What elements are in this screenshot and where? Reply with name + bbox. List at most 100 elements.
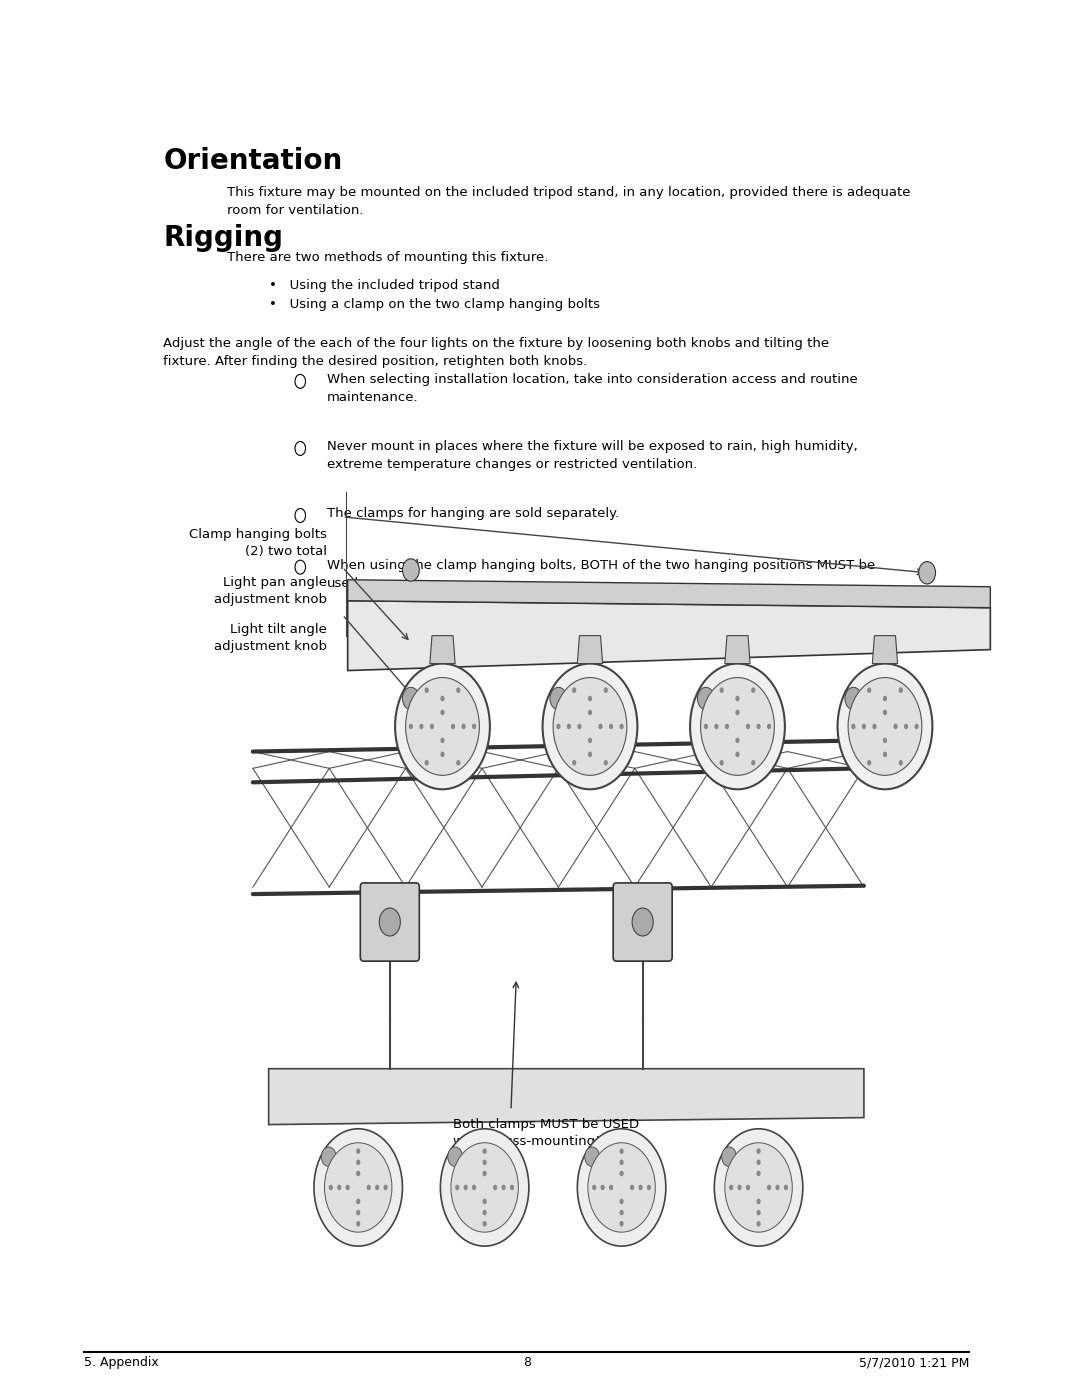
Circle shape [620,1221,623,1227]
Circle shape [746,1185,751,1190]
Text: When using the clamp hanging bolts, BOTH of the two hanging positions MUST be
us: When using the clamp hanging bolts, BOTH… [326,559,875,590]
Circle shape [379,908,401,936]
Circle shape [588,752,592,757]
Circle shape [578,1129,666,1246]
Circle shape [494,1185,497,1190]
Circle shape [542,664,637,789]
Circle shape [620,1148,623,1154]
Circle shape [882,696,887,701]
FancyBboxPatch shape [361,883,419,961]
Circle shape [851,724,855,729]
Circle shape [904,724,908,729]
Circle shape [456,687,460,693]
Circle shape [441,738,445,743]
Circle shape [550,687,567,710]
Circle shape [756,1148,760,1154]
Circle shape [383,1185,388,1190]
Circle shape [752,687,755,693]
Circle shape [441,710,445,715]
Circle shape [419,724,423,729]
Circle shape [899,760,903,766]
Circle shape [346,1185,350,1190]
Circle shape [456,760,460,766]
Text: Rigging: Rigging [163,224,283,251]
Circle shape [746,724,751,729]
Circle shape [735,752,740,757]
Circle shape [483,1199,487,1204]
Circle shape [604,760,608,766]
Circle shape [455,1185,459,1190]
Circle shape [729,1185,733,1190]
Circle shape [714,1129,802,1246]
Circle shape [441,696,445,701]
Circle shape [620,1160,623,1165]
Circle shape [721,1147,737,1166]
Circle shape [848,678,922,775]
Circle shape [406,678,480,775]
Circle shape [403,559,419,581]
Circle shape [430,724,434,729]
Text: 5/7/2010 1:21 PM: 5/7/2010 1:21 PM [859,1356,969,1369]
Polygon shape [725,636,751,664]
Circle shape [756,1221,760,1227]
Circle shape [698,687,714,710]
Text: This fixture may be mounted on the included tripod stand, in any location, provi: This fixture may be mounted on the inclu… [227,186,910,217]
Circle shape [604,687,608,693]
Circle shape [483,1148,487,1154]
Text: 5. Appendix: 5. Appendix [84,1356,159,1369]
Circle shape [366,1185,370,1190]
Circle shape [775,1185,780,1190]
Circle shape [919,562,935,584]
Circle shape [719,687,724,693]
Circle shape [882,710,887,715]
Circle shape [451,1143,518,1232]
Circle shape [356,1160,361,1165]
Circle shape [463,1185,468,1190]
Circle shape [838,664,932,789]
Circle shape [630,1185,634,1190]
Text: Light tilt angle
adjustment knob: Light tilt angle adjustment knob [214,623,326,652]
Text: Both clamps MUST be USED
when truss-mounting!: Both clamps MUST be USED when truss-moun… [453,1118,639,1147]
Circle shape [483,1160,487,1165]
Circle shape [719,760,724,766]
Circle shape [915,724,919,729]
Circle shape [451,724,455,729]
Circle shape [620,1171,623,1176]
Circle shape [356,1199,361,1204]
Circle shape [735,696,740,701]
Circle shape [756,1171,760,1176]
Circle shape [441,1129,529,1246]
Circle shape [690,664,785,789]
Text: 8: 8 [523,1356,530,1369]
Circle shape [408,724,413,729]
Circle shape [328,1185,333,1190]
Circle shape [483,1171,487,1176]
Circle shape [756,1160,760,1165]
Circle shape [784,1185,788,1190]
Circle shape [735,710,740,715]
Circle shape [701,678,774,775]
Circle shape [899,687,903,693]
Text: There are two methods of mounting this fixture.: There are two methods of mounting this f… [227,251,548,264]
Circle shape [510,1185,514,1190]
Circle shape [873,724,877,729]
Circle shape [584,1147,599,1166]
Circle shape [620,1199,623,1204]
Circle shape [752,760,755,766]
Circle shape [620,1210,623,1215]
Circle shape [424,687,429,693]
Circle shape [609,1185,613,1190]
FancyBboxPatch shape [613,883,672,961]
Polygon shape [873,636,897,664]
Circle shape [632,908,653,936]
Text: Orientation: Orientation [163,147,342,175]
Circle shape [356,1221,361,1227]
Polygon shape [348,580,990,608]
Circle shape [598,724,603,729]
Circle shape [638,1185,643,1190]
Circle shape [356,1171,361,1176]
Polygon shape [578,636,603,664]
Text: Light pan angle
adjustment knob: Light pan angle adjustment knob [214,576,326,605]
Circle shape [588,1143,656,1232]
Text: Never mount in places where the fixture will be exposed to rain, high humidity,
: Never mount in places where the fixture … [326,440,858,471]
